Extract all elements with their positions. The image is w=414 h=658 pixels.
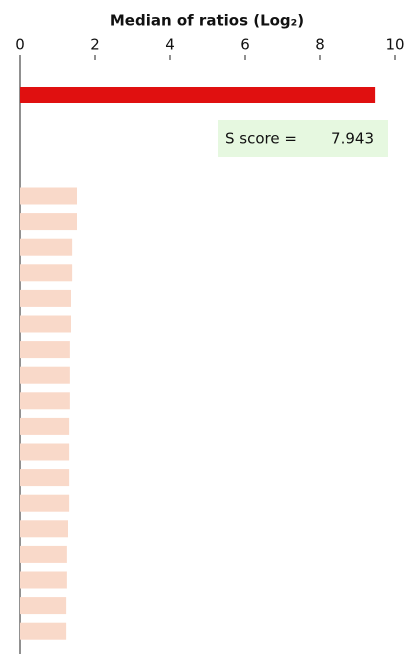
bar bbox=[20, 87, 376, 103]
bar bbox=[20, 289, 71, 307]
annotation-label: S score = bbox=[225, 130, 297, 148]
bar bbox=[20, 597, 67, 615]
bar bbox=[20, 264, 73, 282]
bar bbox=[20, 392, 70, 410]
bar bbox=[20, 187, 77, 205]
bar bbox=[20, 238, 73, 256]
annotation-box bbox=[218, 120, 388, 157]
bar bbox=[20, 622, 67, 640]
bar bbox=[20, 417, 70, 435]
annotation-value: 7.943 bbox=[331, 130, 374, 148]
bar bbox=[20, 494, 70, 512]
chart-title: Median of ratios (Log₂) bbox=[110, 12, 304, 30]
bar bbox=[20, 469, 70, 487]
x-tick-label: 2 bbox=[90, 36, 100, 54]
bar bbox=[20, 366, 70, 384]
x-tick-label: 10 bbox=[385, 36, 404, 54]
x-tick-label: 4 bbox=[165, 36, 175, 54]
bar bbox=[20, 520, 68, 538]
bar bbox=[20, 213, 77, 231]
bar bbox=[20, 571, 67, 589]
bar bbox=[20, 443, 70, 461]
bar bbox=[20, 341, 70, 359]
x-tick-label: 6 bbox=[240, 36, 250, 54]
x-tick-label: 8 bbox=[315, 36, 325, 54]
bar bbox=[20, 315, 71, 333]
bar bbox=[20, 545, 67, 563]
x-tick-label: 0 bbox=[15, 36, 25, 54]
